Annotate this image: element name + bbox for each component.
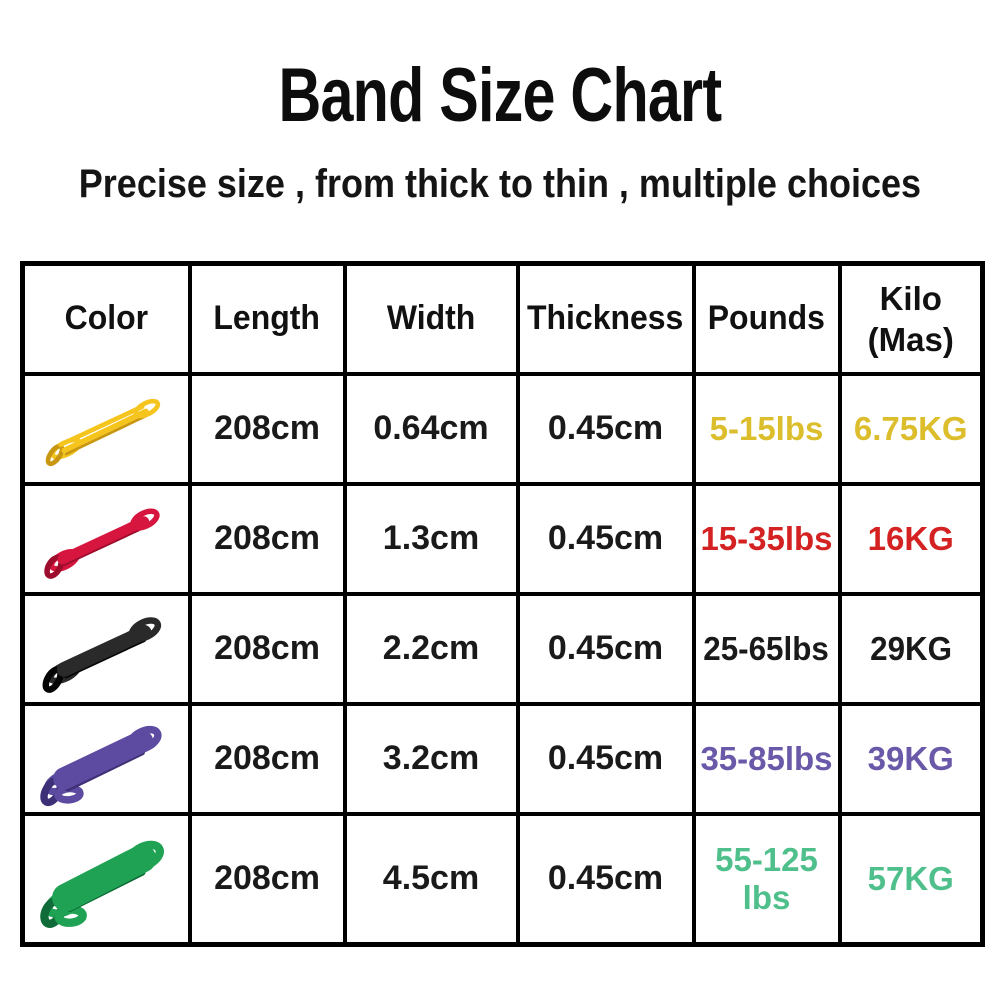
thickness-cell: 0.45cm (515, 371, 696, 486)
band-cell (20, 591, 192, 706)
subheader: Precise size , from thick to thin , mult… (0, 162, 1000, 207)
thickness-cell: 0.45cm (515, 811, 696, 947)
kilo-cell: 39KG (837, 701, 985, 816)
header-kilo: Kilo (Mas) (837, 261, 985, 376)
kilo-value: 16KG (867, 519, 954, 557)
length-cell: 208cm (187, 811, 347, 947)
length-cell: 208cm (187, 371, 347, 486)
kilo-cell: 16KG (837, 481, 985, 596)
kilo-value: 6.75KG (853, 409, 968, 447)
width-cell: 1.3cm (342, 481, 520, 596)
page-title: Band Size Chart (278, 53, 723, 138)
width-value: 3.2cm (382, 739, 480, 777)
length-cell: 208cm (187, 481, 347, 596)
header-color: Color (20, 261, 192, 376)
green-band-image (40, 840, 165, 928)
header-length: Length (187, 261, 347, 376)
width-cell: 2.2cm (342, 591, 520, 706)
header-kilo-label: Kilo (Mas) (867, 279, 954, 358)
page-subtitle: Precise size , from thick to thin , mult… (78, 162, 922, 206)
pounds-cell: 35-85lbs (691, 701, 842, 816)
thickness-cell: 0.45cm (515, 701, 696, 816)
purple-band-image (40, 725, 162, 806)
thickness-value: 0.45cm (547, 859, 664, 898)
kilo-cell: 57KG (837, 811, 985, 947)
table-row-red: 208cm 1.3cm 0.45cm 15-35lbs 16KG (20, 481, 985, 596)
width-cell: 4.5cm (342, 811, 520, 947)
yellow-band-image (45, 398, 161, 466)
width-cell: 3.2cm (342, 701, 520, 816)
pounds-value: 25-65lbs (703, 629, 830, 667)
width-cell: 0.64cm (342, 371, 520, 486)
length-value: 208cm (214, 409, 320, 447)
pounds-value: 5-15lbs (709, 409, 824, 447)
pounds-value: 15-35lbs (700, 519, 833, 557)
table-row-yellow: 208cm 0.64cm 0.45cm 5-15lbs 6.75KG (20, 371, 985, 486)
table-header-row: Color Length Width Thickness Pounds Kilo… (20, 261, 985, 376)
length-value: 208cm (214, 629, 320, 667)
header-color-label: Color (64, 299, 148, 338)
header-width: Width (342, 261, 520, 376)
width-value: 0.64cm (373, 409, 489, 447)
length-value: 208cm (214, 739, 320, 777)
kilo-value: 39KG (867, 739, 954, 777)
table-row-purple: 208cm 3.2cm 0.45cm 35-85lbs 39KG (20, 701, 985, 816)
length-cell: 208cm (187, 591, 347, 706)
pounds-cell: 15-35lbs (691, 481, 842, 596)
width-value: 2.2cm (382, 629, 480, 667)
band-cell (20, 371, 192, 486)
pounds-cell: 55-125 lbs (691, 811, 842, 947)
length-value: 208cm (214, 519, 320, 557)
width-value: 1.3cm (382, 519, 480, 557)
thickness-value: 0.45cm (547, 629, 664, 667)
band-cell (20, 811, 192, 947)
thickness-value: 0.45cm (547, 739, 664, 777)
band-cell (20, 701, 192, 816)
length-value: 208cm (214, 859, 320, 898)
width-value: 4.5cm (382, 859, 480, 898)
thickness-value: 0.45cm (547, 409, 664, 447)
red-band-image (44, 507, 160, 579)
table-row-black: 208cm 2.2cm 0.45cm 25-65lbs 29KG (20, 591, 985, 706)
header-pounds: Pounds (691, 261, 842, 376)
thickness-cell: 0.45cm (515, 481, 696, 596)
black-band-image (42, 616, 162, 693)
band-size-table: Color Length Width Thickness Pounds Kilo… (20, 261, 985, 947)
kilo-value: 29KG (869, 629, 952, 667)
table-row-green: 208cm 4.5cm 0.45cm 55-125 lbs 57KG (20, 811, 985, 947)
header-pounds-label: Pounds (707, 299, 826, 338)
pounds-value: 55-125 lbs (715, 840, 818, 916)
kilo-value: 57KG (867, 859, 954, 897)
pounds-value: 35-85lbs (700, 739, 833, 777)
pounds-cell: 5-15lbs (691, 371, 842, 486)
length-cell: 208cm (187, 701, 347, 816)
pounds-cell: 25-65lbs (691, 591, 842, 706)
header-thickness: Thickness (515, 261, 696, 376)
thickness-cell: 0.45cm (515, 591, 696, 706)
kilo-cell: 29KG (837, 591, 985, 706)
header: Band Size Chart (0, 58, 1000, 134)
header-width-label: Width (386, 299, 476, 338)
header-thickness-label: Thickness (527, 299, 684, 338)
kilo-cell: 6.75KG (837, 371, 985, 486)
thickness-value: 0.45cm (547, 519, 664, 557)
header-length-label: Length (213, 299, 321, 338)
band-cell (20, 481, 192, 596)
